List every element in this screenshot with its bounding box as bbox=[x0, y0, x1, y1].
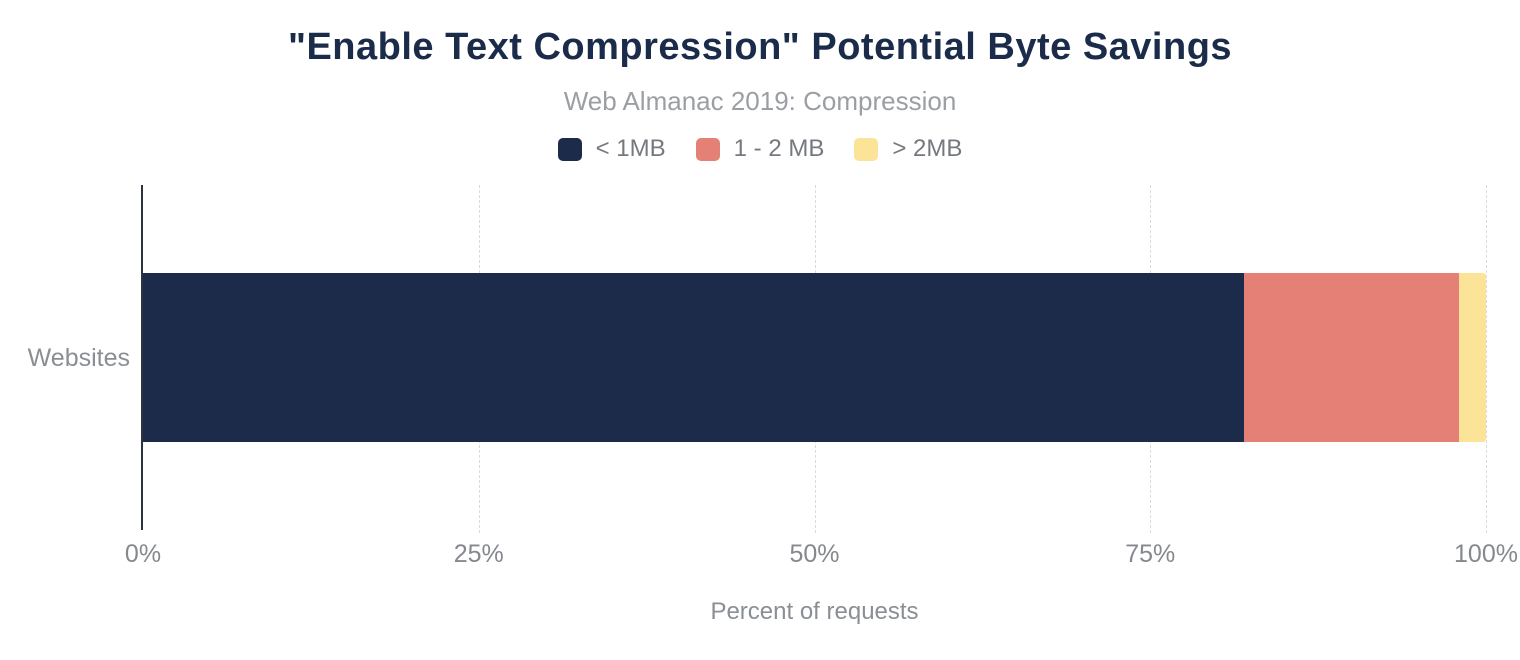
chart-subtitle: Web Almanac 2019: Compression bbox=[563, 86, 957, 116]
legend-swatch-gt-2mb bbox=[854, 137, 879, 161]
bar-segment-lt-1mb[interactable] bbox=[143, 273, 1245, 442]
chart-title: "Enable Text Compression" Potential Byte… bbox=[287, 26, 1233, 68]
legend-item-lt-1mb[interactable]: < 1MB bbox=[557, 135, 666, 163]
bar-segment-gt-2mb[interactable] bbox=[1459, 273, 1486, 442]
legend-swatch-lt-1mb bbox=[557, 137, 582, 161]
legend-label: < 1MB bbox=[595, 135, 666, 162]
bar-segment-1-2mb[interactable] bbox=[1244, 273, 1460, 442]
x-tick-label-50: 50% bbox=[789, 540, 840, 568]
gridline-100 bbox=[1486, 185, 1487, 534]
legend-label: > 2MB bbox=[892, 135, 963, 162]
x-tick-label-0: 0% bbox=[124, 540, 162, 568]
y-axis-category-label: Websites bbox=[27, 344, 130, 372]
legend-swatch-1-2mb bbox=[695, 137, 720, 161]
legend-label: 1 - 2 MB bbox=[733, 135, 825, 162]
legend-item-1-2mb[interactable]: 1 - 2 MB bbox=[695, 135, 825, 163]
legend: < 1MB 1 - 2 MB > 2MB bbox=[0, 135, 1520, 163]
x-tick-label-25: 25% bbox=[453, 540, 504, 568]
x-axis-label: Percent of requests bbox=[710, 598, 919, 625]
legend-item-gt-2mb[interactable]: > 2MB bbox=[854, 135, 962, 163]
bar-websites bbox=[143, 273, 1486, 442]
x-tick-label-100: 100% bbox=[1454, 540, 1518, 568]
plot-area: 0% 25% 50% 75% 100% Percent of requests bbox=[125, 185, 1518, 625]
x-tick-label-75: 75% bbox=[1125, 540, 1176, 568]
y-axis-line bbox=[141, 185, 143, 530]
